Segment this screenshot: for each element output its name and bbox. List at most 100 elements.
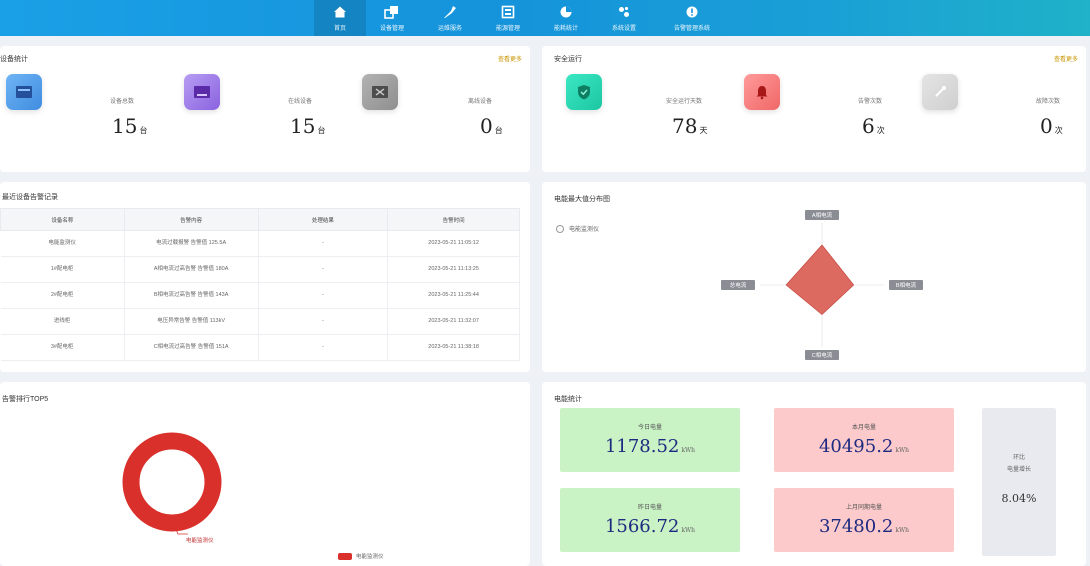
nav-label: 首页 <box>333 26 346 32</box>
table-cell: 2023-05-21 11:05:12 <box>387 230 520 257</box>
table-cell: - <box>258 282 389 309</box>
nav-item-energy[interactable]: 能源管理 <box>482 0 534 36</box>
energy-tile-yesterday: 昨日电量 1566.72 kWh <box>560 488 740 552</box>
stat-label: 设备总数 <box>110 99 135 105</box>
radar-axis-label-bg <box>805 210 839 220</box>
donut-chart <box>122 432 222 532</box>
device-icon <box>384 4 400 20</box>
legend-label: 电能监测仪 <box>569 227 600 233</box>
radar-panel: 电能最大值分布图 电能监测仪 A相电流 B相电流 C相电流 总电流 <box>542 182 1086 372</box>
radar-axis-label: C相电流 <box>812 351 833 359</box>
device-offline-icon <box>362 74 398 110</box>
nav-item-alerts[interactable]: 告警管理系统 <box>662 0 722 36</box>
bell-icon <box>744 74 780 110</box>
panel-title: 电能统计 <box>554 396 582 403</box>
alert-icon <box>684 4 700 20</box>
column-header: 告警内容 <box>123 208 259 231</box>
fault-icon <box>922 74 958 110</box>
table-cell: A相电流过高告警 告警值 180A <box>124 256 259 283</box>
table-row[interactable]: 进线柜 电压异常告警 告警值 113kV - 2023-05-21 11:32:… <box>0 308 520 335</box>
nav-label: 能源管理 <box>495 26 520 32</box>
tile-label: 昨日电量 <box>637 505 662 511</box>
growth-label-1: 环比 <box>1012 455 1025 461</box>
stat-value: 15 台 <box>290 114 326 138</box>
table-row[interactable]: 1#配电柜 A相电流过高告警 告警值 180A - 2023-05-21 11:… <box>0 256 520 283</box>
tile-value: 37480.2 kWh <box>818 516 910 537</box>
stat-label: 告警次数 <box>858 99 883 105</box>
more-link[interactable]: 查看更多 <box>1053 57 1078 63</box>
stat-card-safe-days: 安全运行天数 78 天 <box>552 62 722 148</box>
table-cell: 电压异常告警 告警值 113kV <box>124 308 259 335</box>
table-row[interactable]: 2#配电柜 B相电流过高告警 告警值 143A - 2023-05-21 11:… <box>0 282 520 309</box>
radar-axis-label-bg <box>721 280 755 290</box>
table-cell: 2023-05-21 11:38:18 <box>387 334 520 361</box>
nav-label: 设备管理 <box>379 26 404 32</box>
stat-label: 安全运行天数 <box>666 99 703 105</box>
nav-item-settings[interactable]: 系统设置 <box>598 0 650 36</box>
panel-title: 设备统计 <box>0 56 28 63</box>
nav-item-home[interactable]: 首页 <box>314 0 366 36</box>
server-icon <box>6 74 42 110</box>
more-link[interactable]: 查看更多 <box>497 57 522 63</box>
tile-label: 上月同期电量 <box>845 505 882 511</box>
panel-title: 安全运行 <box>554 56 582 63</box>
donut-leader-line <box>172 522 188 535</box>
table-cell: - <box>258 230 389 257</box>
donut-legend[interactable]: 电能监测仪 <box>338 552 384 560</box>
energy-growth-tile: 环比 电量增长 8.04% <box>982 408 1056 556</box>
table-cell: - <box>258 256 389 283</box>
table-cell: C相电流过高告警 告警值 151A <box>124 334 259 361</box>
table-cell: 2023-05-21 11:13:25 <box>387 256 520 283</box>
radar-axis-label: B相电流 <box>896 281 917 289</box>
panel-title: 告警排行TOP5 <box>2 396 49 403</box>
table-cell: 2#配电柜 <box>0 282 125 309</box>
radar-chart: A相电流 B相电流 C相电流 总电流 <box>721 210 923 360</box>
growth-value: 8.04% <box>1001 492 1037 505</box>
radar-axis-label: A相电流 <box>812 211 833 219</box>
alarm-top-panel: 告警排行TOP5 电能监测仪 电能监测仪 <box>0 382 530 566</box>
radar-legend[interactable]: 电能监测仪 <box>556 224 599 233</box>
radar-area[interactable] <box>785 244 855 316</box>
energy-panel: 电能统计 今日电量 1178.52 kWh 本月电量 40495.2 kWh 昨日电… <box>542 382 1086 566</box>
top-nav-bar: 首页 设备管理 运维服务 能源管理 能耗统计 系统设置 告警管理系统 <box>0 0 1090 36</box>
table-row[interactable]: 3#配电柜 C相电流过高告警 告警值 151A - 2023-05-21 11:… <box>0 334 520 361</box>
legend-label: 电能监测仪 <box>356 554 384 560</box>
stat-card-online: 在线设备 15 台 <box>174 62 344 148</box>
table-cell: 电流过载报警 告警值 125.5A <box>124 230 259 257</box>
table-cell: 3#配电柜 <box>0 334 125 361</box>
stat-value: 78 天 <box>672 114 708 138</box>
tile-value: 1178.52 kWh <box>604 436 696 457</box>
pie-icon <box>558 4 574 20</box>
nav-label: 系统设置 <box>611 26 636 32</box>
panel-title: 最近设备告警记录 <box>2 194 58 201</box>
energy-icon <box>500 4 516 20</box>
radar-axis-label: 总电流 <box>730 281 747 289</box>
legend-marker <box>338 552 352 560</box>
nav-label: 告警管理系统 <box>673 26 710 32</box>
settings-icon <box>616 4 632 20</box>
donut-ring[interactable] <box>122 432 222 532</box>
energy-tile-last-month: 上月同期电量 37480.2 kWh <box>774 488 954 552</box>
donut-label: 电能监测仪 <box>186 538 214 544</box>
home-icon <box>332 4 348 20</box>
table-row[interactable]: 电能监测仪 电流过载报警 告警值 125.5A - 2023-05-21 11:… <box>0 230 520 257</box>
tile-value: 40495.2 kWh <box>818 436 910 457</box>
device-online-icon <box>184 74 220 110</box>
table-cell: 进线柜 <box>0 308 125 335</box>
energy-tile-month: 本月电量 40495.2 kWh <box>774 408 954 472</box>
table-cell: 1#配电柜 <box>0 256 125 283</box>
radar-axis-label-bg <box>805 350 839 360</box>
tile-label: 本月电量 <box>851 425 876 431</box>
nav-item-device[interactable]: 设备管理 <box>366 0 418 36</box>
nav-item-statistics[interactable]: 能耗统计 <box>540 0 592 36</box>
shield-icon <box>566 74 602 110</box>
stat-card-total: 设备总数 15 台 <box>0 62 168 148</box>
table-cell: 2023-05-21 11:32:07 <box>387 308 520 335</box>
nav-item-service[interactable]: 运维服务 <box>424 0 476 36</box>
tile-value: 1566.72 kWh <box>604 516 696 537</box>
